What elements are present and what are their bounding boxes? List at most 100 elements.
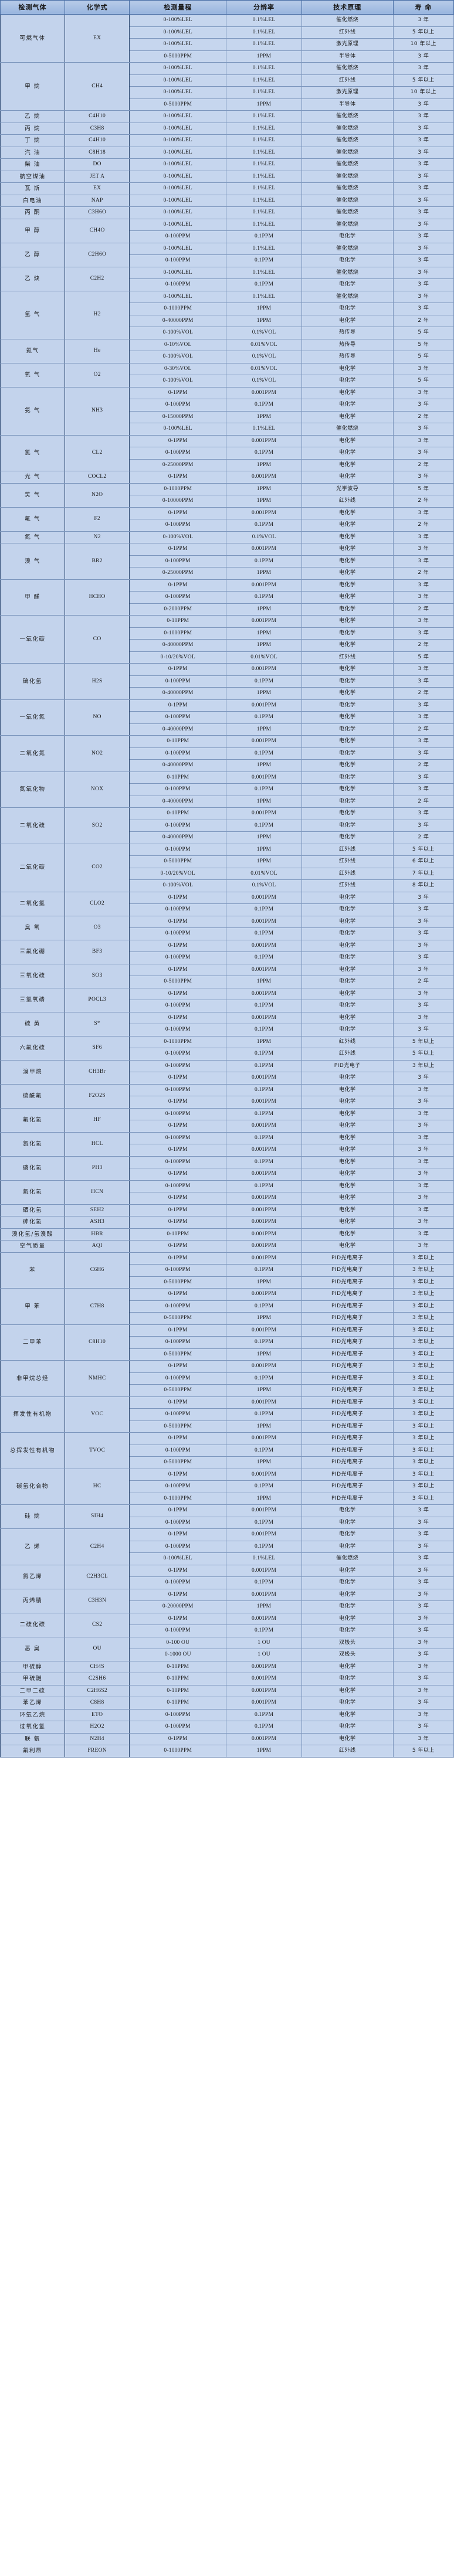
cell-resolution: 0.001PPM: [226, 543, 302, 556]
cell-technology: PID光电离子: [301, 1480, 394, 1493]
cell-gas-name: 空气质量: [0, 1240, 66, 1253]
cell-lifetime: 3 年: [392, 254, 454, 267]
cell-technology: 红外线: [301, 651, 394, 664]
cell-resolution: 0.1PPM: [226, 1083, 302, 1096]
cell-detection-range: 0-1PPM: [129, 915, 227, 928]
cell-chemical-formula: C2SH6: [65, 1673, 130, 1685]
cell-resolution: 0.001PPM: [226, 1360, 302, 1373]
cell-technology: PID光电离子: [301, 1336, 394, 1349]
cell-resolution: 0.1PPM: [226, 1576, 302, 1589]
cell-technology: 电化学: [301, 771, 394, 784]
cell-detection-range: 0-10PPM: [129, 1684, 227, 1697]
cell-lifetime: 3 年: [392, 1708, 454, 1721]
cell-chemical-formula: CH4O: [65, 218, 130, 243]
cell-technology: 催化燃烧: [301, 266, 394, 279]
cell-gas-name: 二氧化碳: [0, 843, 66, 892]
cell-detection-range: 0-1PPM: [129, 891, 227, 904]
table-row: 0-25000PPM 1PPM 电化学 2 年: [1, 458, 454, 471]
cell-detection-range: 0-100PPM: [129, 1372, 227, 1385]
cell-detection-range: 0-10PPM: [129, 615, 227, 628]
cell-lifetime: 3 年: [392, 663, 454, 676]
table-row: 0-100PPM 0.1PPM 电化学 3 年: [1, 1000, 454, 1012]
cell-technology: 电化学: [301, 939, 394, 952]
cell-technology: 电化学: [301, 615, 394, 628]
table-row: 0-5000PPM 1PPM 半导体 3 年: [1, 50, 454, 63]
cell-technology: 光学波导: [301, 482, 394, 495]
cell-lifetime: 3 年: [392, 1684, 454, 1697]
cell-detection-range: 0-100%VOL: [129, 879, 227, 892]
cell-detection-range: 0-1PPM: [129, 507, 227, 519]
column-header-formula: 化学式: [65, 0, 130, 15]
table-row: 0-5000PPM 1PPM PID光电离子 3 年以上: [1, 1312, 454, 1325]
cell-resolution: 0.001PPM: [226, 1168, 302, 1181]
cell-gas-name: 二氧化氮: [0, 735, 66, 772]
cell-technology: 红外线: [301, 74, 394, 87]
cell-resolution: 0.001PPM: [226, 434, 302, 447]
cell-detection-range: 0-10PPM: [129, 1660, 227, 1673]
cell-technology: PID光电子: [301, 1059, 394, 1072]
cell-gas-name: 碳氢化合物: [0, 1468, 66, 1505]
cell-lifetime: 3 年: [392, 591, 454, 604]
cell-technology: 热传导: [301, 351, 394, 363]
column-header-resolution: 分辨率: [226, 0, 302, 15]
table-row: 0-1PPM 0.001PPM 电化学 3 年: [1, 1096, 454, 1109]
cell-resolution: 1PPM: [226, 1312, 302, 1325]
cell-chemical-formula: HCL: [65, 1131, 130, 1157]
cell-resolution: 0.001PPM: [226, 891, 302, 904]
cell-lifetime: 5 年以上: [392, 1035, 454, 1048]
cell-detection-range: 0-10/20%VOL: [129, 867, 227, 880]
cell-detection-range: 0-25000PPM: [129, 458, 227, 471]
cell-detection-range: 0-100PPM: [129, 519, 227, 532]
cell-resolution: 1PPM: [226, 639, 302, 652]
cell-detection-range: 0-25000PPM: [129, 567, 227, 580]
cell-lifetime: 3 年: [392, 1660, 454, 1673]
cell-resolution: 0.1PPM: [226, 447, 302, 460]
cell-lifetime: 3 年: [392, 1625, 454, 1637]
cell-detection-range: 0-5000PPM: [129, 1456, 227, 1469]
cell-gas-name: 砷化氢: [0, 1216, 66, 1229]
cell-chemical-formula: C2H4: [65, 1528, 130, 1565]
cell-lifetime: 3 年以上: [392, 1480, 454, 1493]
cell-technology: 电化学: [301, 723, 394, 736]
cell-lifetime: 3 年: [392, 1673, 454, 1685]
cell-technology: 电化学: [301, 579, 394, 592]
cell-gas-name: 一氧化碳: [0, 615, 66, 664]
table-row: 苯 C6H6 0-1PPM 0.001PPM PID光电离子 3 年以上: [0, 1252, 454, 1289]
cell-detection-range: 0-100PPM: [129, 230, 227, 243]
cell-lifetime: 3 年: [392, 807, 454, 820]
cell-resolution: 0.01%VOL: [226, 867, 302, 880]
cell-resolution: 0.1PPM: [226, 591, 302, 604]
cell-chemical-formula: C6H6: [65, 1252, 130, 1289]
gas-detection-spec-table: 检测气体 化学式 检测量程 分辨率 技术原理 寿 命 可燃气体 EX 0-100%L…: [0, 0, 454, 1758]
cell-detection-range: 0-100%VOL: [129, 327, 227, 339]
cell-resolution: 0.001PPM: [226, 807, 302, 820]
cell-lifetime: 3 年: [392, 1732, 454, 1745]
cell-resolution: 0.1PPM: [226, 927, 302, 940]
cell-gas-name: 苯乙烯: [0, 1697, 66, 1710]
cell-chemical-formula: NMHC: [65, 1360, 130, 1397]
cell-lifetime: 3 年: [392, 1204, 454, 1216]
cell-technology: 电化学: [301, 1024, 394, 1036]
table-row: 氯乙烯 C2H3CL 0-1PPM 0.001PPM 电化学 3 年: [0, 1564, 454, 1589]
cell-lifetime: 3 年以上: [392, 1348, 454, 1361]
cell-resolution: 0.1PPM: [226, 1540, 302, 1553]
table-row: 0-100PPM 0.1PPM 电化学 3 年: [1, 783, 454, 796]
cell-detection-range: 0-100%LEL: [129, 206, 227, 219]
cell-resolution: 0.1PPM: [226, 1408, 302, 1421]
cell-gas-name: 溴甲烷: [0, 1059, 66, 1085]
table-row: 乙 烯 C2H4 0-1PPM 0.001PPM 电化学 3 年: [0, 1528, 454, 1565]
table-row: 0-100PPM 0.1PPM 电化学 3 年: [1, 927, 454, 940]
cell-resolution: 0.001PPM: [226, 1528, 302, 1541]
cell-gas-name: 臭 氧: [0, 915, 66, 940]
cell-chemical-formula: NH3: [65, 386, 130, 436]
cell-lifetime: 3 年: [392, 747, 454, 760]
cell-detection-range: 0-100PPM: [129, 843, 227, 856]
cell-chemical-formula: CH4S: [65, 1660, 130, 1673]
cell-detection-range: 0-100%LEL: [129, 218, 227, 231]
cell-gas-name: 丙 酮: [0, 206, 66, 219]
cell-chemical-formula: SF6: [65, 1035, 130, 1061]
table-row: 二氧化氮 NO2 0-10PPM 0.001PPM 电化学 3 年: [0, 735, 454, 772]
cell-resolution: 0.1%LEL: [226, 266, 302, 279]
cell-detection-range: 0-40000PPM: [129, 795, 227, 808]
cell-resolution: 1PPM: [226, 567, 302, 580]
